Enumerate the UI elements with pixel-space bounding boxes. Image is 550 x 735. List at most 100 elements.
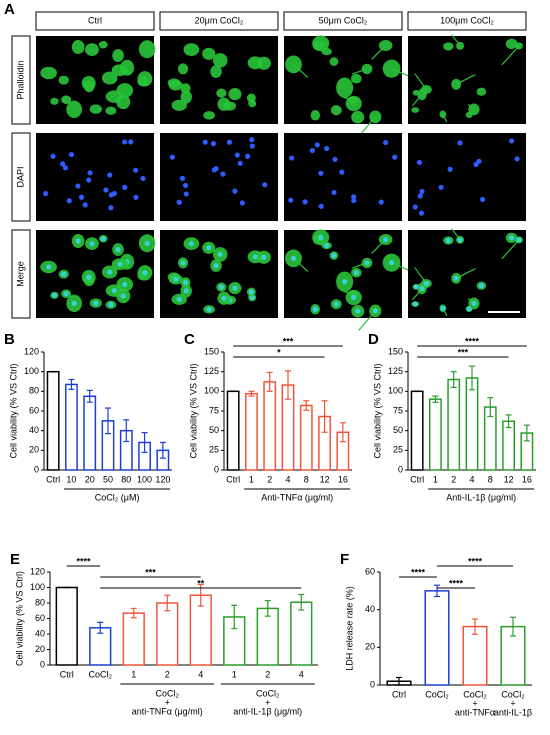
bar: [462, 625, 488, 686]
neurite: [451, 34, 461, 47]
nucleus: [457, 140, 463, 146]
neurite: [467, 103, 475, 110]
cell: [411, 107, 420, 113]
nucleus: [176, 296, 182, 302]
y-tick-label: 125: [204, 366, 219, 376]
nucleus: [419, 285, 425, 292]
nucleus: [93, 300, 99, 306]
bar: [429, 398, 442, 471]
panel-label: C: [184, 331, 195, 348]
nucleus: [289, 155, 295, 161]
nucleus: [111, 190, 117, 197]
nucleus: [261, 254, 267, 260]
bar: [299, 404, 313, 471]
nucleus: [232, 188, 238, 194]
nucleus: [333, 301, 339, 307]
bar: [410, 390, 424, 471]
neurite: [371, 45, 387, 60]
bar: [502, 420, 515, 471]
nucleus: [179, 175, 186, 182]
nucleus: [353, 270, 359, 276]
nucleus: [262, 182, 268, 188]
x-tick-label: 20: [85, 474, 95, 484]
x-tick-label: 1: [249, 474, 254, 484]
nucleus: [120, 293, 126, 299]
nucleus: [213, 166, 219, 172]
nucleus: [103, 187, 109, 193]
x-tick-label: 12: [504, 474, 514, 484]
micrograph: [408, 230, 526, 318]
nucleus: [312, 306, 318, 312]
nucleus: [108, 205, 114, 211]
y-axis-label: Cell viability (% VS Ctrl): [372, 363, 382, 458]
nucleus: [182, 279, 189, 286]
nucleus: [122, 139, 128, 145]
nucleus: [169, 154, 175, 160]
nucleus: [183, 191, 189, 197]
cell: [102, 71, 118, 85]
group-label: anti-IL-1β (μg/ml): [233, 706, 302, 716]
cell: [71, 39, 85, 55]
y-tick-label: 60: [365, 566, 375, 576]
nucleus: [447, 166, 453, 172]
column-header-box: [283, 11, 403, 31]
error-bar: [434, 584, 440, 598]
cell: [180, 90, 192, 104]
row-header: DAPI: [15, 166, 25, 187]
neurite: [293, 63, 309, 79]
y-tick-label: 40: [35, 628, 45, 638]
neurite: [391, 262, 411, 272]
cell: [138, 40, 156, 59]
nucleus: [248, 289, 254, 295]
significance-label: ***: [145, 567, 156, 577]
column-header-box: [159, 11, 279, 31]
nucleus: [288, 197, 294, 203]
nucleus: [232, 285, 238, 291]
error-bar: [141, 432, 148, 453]
x-tick-label: Ctrl: [392, 689, 406, 699]
nucleus: [68, 151, 75, 158]
nucleus: [302, 199, 308, 205]
neurite: [455, 73, 476, 85]
x-tick-label: 80: [121, 474, 131, 484]
nucleus: [351, 294, 357, 301]
nucleus: [416, 159, 423, 166]
nucleus: [202, 139, 208, 145]
column-header: 100μm CoCl₂: [440, 15, 494, 25]
nucleus: [180, 260, 186, 266]
error-bar: [285, 370, 291, 400]
x-tick-label: CoCl₂: [463, 689, 487, 699]
neurite: [412, 94, 423, 107]
bar: [65, 383, 78, 471]
x-tick-label: 2: [165, 669, 170, 679]
cell: [443, 42, 454, 51]
nucleus: [355, 308, 361, 314]
cell: [61, 95, 72, 105]
nucleus: [122, 184, 128, 191]
error-bar: [123, 419, 130, 443]
nucleus: [206, 306, 212, 312]
cell: [246, 93, 256, 103]
error-bar: [68, 378, 75, 390]
y-tick-label: 25: [209, 445, 219, 455]
nucleus: [60, 161, 66, 167]
y-tick-label: 20: [35, 644, 45, 654]
x-tick-label: Ctrl: [410, 474, 424, 484]
nucleus: [46, 264, 52, 270]
nucleus: [239, 200, 246, 206]
bar: [245, 392, 258, 471]
significance-label: ***: [283, 336, 294, 346]
error-bar: [505, 414, 512, 429]
cell: [439, 110, 447, 119]
nucleus: [412, 301, 418, 307]
bar: [263, 381, 277, 471]
neurite: [414, 267, 427, 284]
nucleus: [471, 300, 477, 307]
y-tick-label: 125: [388, 366, 403, 376]
group-label: CoCl₂: [156, 688, 180, 698]
nucleus: [383, 236, 389, 243]
nucleus: [412, 204, 418, 210]
significance-label: ****: [76, 556, 91, 566]
nucleus: [516, 237, 522, 243]
panel-label: F: [340, 551, 349, 568]
